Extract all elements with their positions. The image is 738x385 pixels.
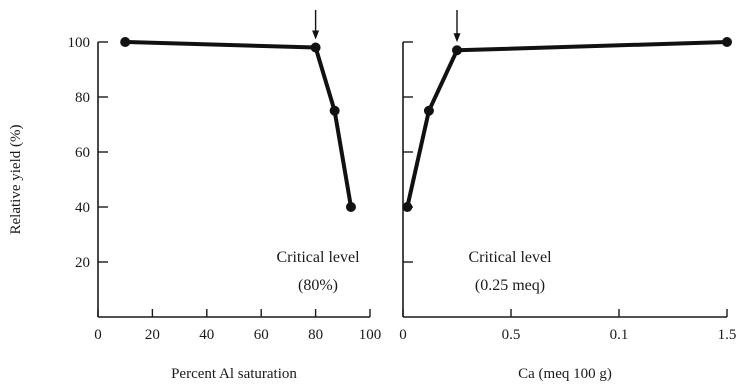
data-point	[345, 202, 356, 212]
y-tick-label: 40	[75, 200, 90, 216]
annotation-critical-level: Critical level	[276, 249, 360, 266]
data-point	[452, 45, 462, 56]
annotation-critical-value: (80%)	[298, 277, 338, 294]
series-line	[123, 40, 353, 209]
y-axis-label: Relative yield (%)	[8, 125, 24, 235]
x-tick-label: 100	[359, 327, 382, 343]
data-point	[329, 105, 340, 116]
x-tick-label: 20	[145, 327, 160, 343]
x-tick-label: 0	[94, 327, 102, 343]
chart-panel-2: 0 0.5 0.1 1.5 Ca (meq 100 g) Critical level (0…	[399, 10, 736, 382]
chart-panel-1: 0 20 40 60 80 100 20 40 60 80 100 Percent Al satura…	[8, 10, 381, 382]
x-tick-label: 80	[308, 327, 323, 343]
critical-arrow-head	[312, 30, 320, 40]
data-point	[120, 37, 131, 47]
series-line	[405, 40, 729, 209]
y-tick-label: 60	[75, 145, 90, 161]
x-tick-label: 1.5	[718, 327, 737, 343]
x-axis-label: Percent Al saturation	[171, 366, 297, 382]
y-tick-label: 100	[68, 35, 91, 51]
x-tick-label: 0.5	[502, 327, 521, 343]
critical-arrow-head	[453, 33, 461, 43]
data-point	[310, 42, 321, 53]
x-tick-label: 0	[399, 327, 407, 343]
annotation-critical-value: (0.25 meq)	[475, 277, 545, 294]
x-tick-label: 40	[199, 327, 214, 343]
x-tick-label: 0.1	[610, 327, 629, 343]
y-tick-label: 80	[75, 90, 90, 106]
data-point	[722, 37, 732, 47]
data-point	[402, 202, 413, 212]
data-point	[423, 105, 434, 116]
y-tick-label: 20	[75, 255, 90, 271]
annotation-critical-level: Critical level	[468, 249, 552, 266]
x-tick-label: 60	[254, 327, 269, 343]
x-axis-label: Ca (meq 100 g)	[518, 366, 612, 382]
